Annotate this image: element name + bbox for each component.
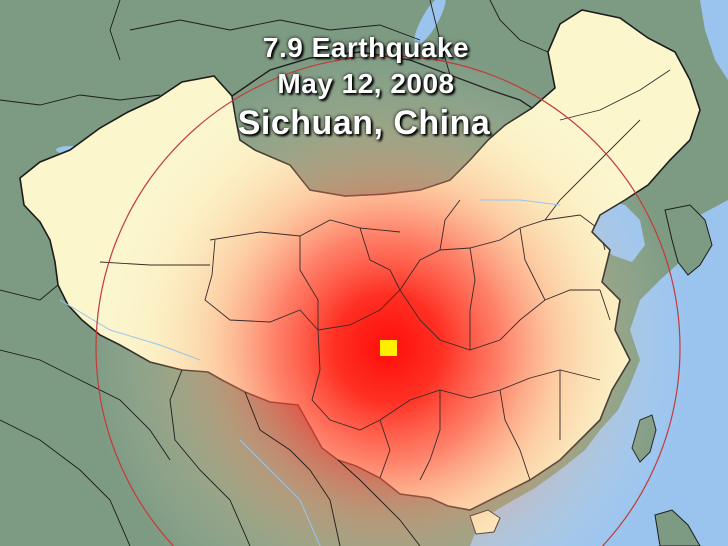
epicenter-square-icon — [380, 340, 397, 356]
title-location: Sichuan, China — [237, 104, 491, 142]
country-borders — [0, 0, 549, 546]
title-magnitude: 7.9 Earthquake — [262, 32, 470, 63]
title-date: May 12, 2008 — [277, 68, 455, 99]
rivers — [59, 199, 561, 546]
radius-ring — [95, 55, 681, 546]
province-borders — [99, 69, 671, 481]
